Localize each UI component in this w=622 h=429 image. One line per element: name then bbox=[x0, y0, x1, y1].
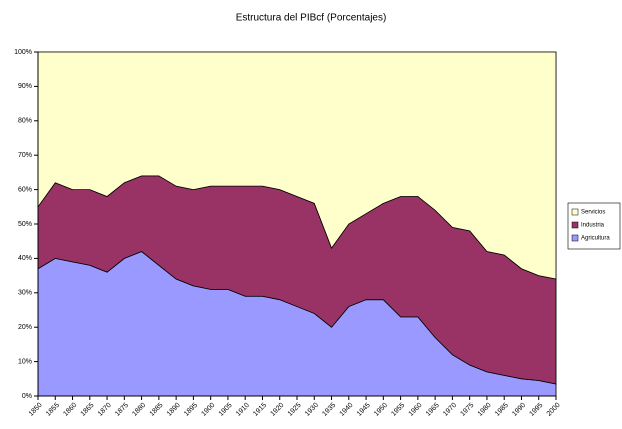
x-tick-label: 1985 bbox=[494, 402, 510, 418]
y-tick-label: 90% bbox=[18, 83, 32, 90]
legend-label: Industria bbox=[581, 223, 605, 229]
x-tick-label: 1940 bbox=[339, 402, 355, 418]
x-tick-label: 1950 bbox=[373, 402, 389, 418]
x-tick-label: 1870 bbox=[97, 402, 113, 418]
x-tick-label: 1915 bbox=[252, 402, 268, 418]
chart-title: Estructura del PIBcf (Porcentajes) bbox=[236, 13, 387, 24]
legend-swatch bbox=[571, 208, 579, 216]
y-tick-label: 0% bbox=[22, 393, 32, 400]
x-tick-label: 1990 bbox=[511, 402, 527, 418]
x-tick-label: 1895 bbox=[183, 402, 199, 418]
x-tick-label: 1855 bbox=[45, 402, 61, 418]
y-tick-label: 20% bbox=[18, 324, 32, 331]
legend-label: Agricultura bbox=[581, 236, 610, 242]
legend-label: Servicios bbox=[581, 210, 605, 216]
x-tick-label: 1890 bbox=[166, 402, 182, 418]
y-tick-label: 50% bbox=[18, 221, 32, 228]
x-tick-label: 1945 bbox=[356, 402, 372, 418]
x-tick-label: 1970 bbox=[442, 402, 458, 418]
x-tick-label: 1960 bbox=[408, 402, 424, 418]
x-tick-label: 1955 bbox=[390, 402, 406, 418]
x-tick-label: 1975 bbox=[459, 402, 475, 418]
x-tick-label: 1875 bbox=[114, 402, 130, 418]
legend-swatch bbox=[571, 221, 579, 229]
legend-swatch bbox=[571, 234, 579, 242]
x-tick-label: 1850 bbox=[28, 402, 44, 418]
x-tick-label: 1880 bbox=[131, 402, 147, 418]
x-tick-label: 1995 bbox=[528, 402, 544, 418]
x-tick-label: 1905 bbox=[218, 402, 234, 418]
y-tick-label: 30% bbox=[18, 290, 32, 297]
y-tick-label: 40% bbox=[18, 255, 32, 262]
area bbox=[37, 51, 557, 280]
x-tick-label: 1980 bbox=[477, 402, 493, 418]
x-tick-label: 2000 bbox=[546, 402, 562, 418]
x-tick-label: 1925 bbox=[287, 402, 303, 418]
x-tick-label: 1930 bbox=[304, 402, 320, 418]
x-tick-label: 1965 bbox=[425, 402, 441, 418]
y-tick-label: 60% bbox=[18, 186, 32, 193]
y-tick-label: 80% bbox=[18, 118, 32, 125]
x-tick-label: 1910 bbox=[235, 402, 251, 418]
x-tick-label: 1920 bbox=[269, 402, 285, 418]
x-tick-label: 1860 bbox=[62, 402, 78, 418]
y-tick-label: 100% bbox=[14, 49, 32, 56]
x-tick-label: 1865 bbox=[80, 402, 96, 418]
y-tick-label: 10% bbox=[18, 358, 32, 365]
y-tick-label: 70% bbox=[18, 152, 32, 159]
x-tick-label: 1935 bbox=[321, 402, 337, 418]
x-tick-label: 1885 bbox=[149, 402, 165, 418]
x-tick-label: 1900 bbox=[200, 402, 216, 418]
